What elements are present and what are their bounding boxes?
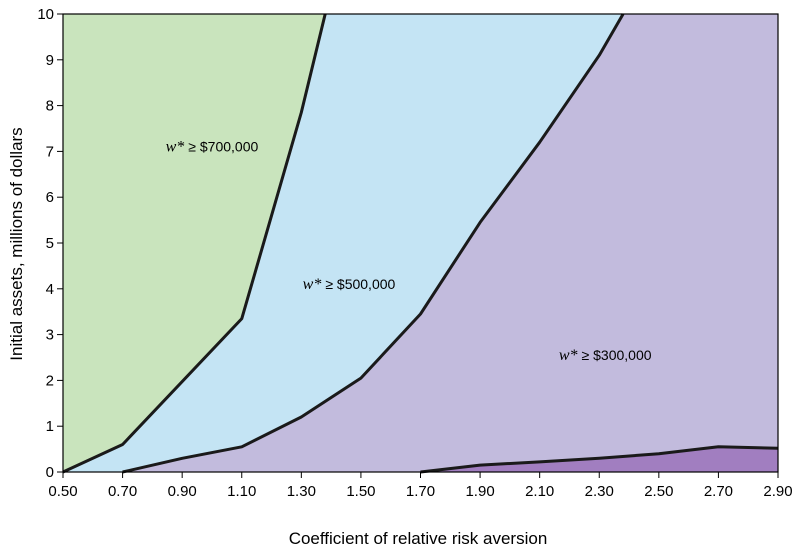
w-star-symbol: w* [559, 347, 582, 364]
boundary-300k [420, 445, 779, 474]
y-tick-label: 0 [46, 464, 54, 481]
x-tick-label: 1.30 [287, 483, 316, 500]
x-tick-label: 2.50 [644, 483, 673, 500]
threshold-value: ≥ $700,000 [188, 138, 258, 154]
x-tick-label: 1.90 [465, 483, 494, 500]
x-axis-title: Coefficient of relative risk aversion [289, 529, 548, 548]
w-star-symbol: w* [166, 138, 189, 155]
x-axis-ticks: 0.50 0.70 0.90 1.10 1.30 1.50 1.70 1.90 2.10 2.30… [48, 472, 793, 500]
y-tick-label: 4 [46, 281, 54, 298]
x-tick-label: 0.70 [108, 483, 137, 500]
threshold-value: ≥ $300,000 [582, 347, 652, 363]
x-tick-label: 0.90 [168, 483, 197, 500]
boundary-700k [62, 13, 327, 474]
y-axis-title: Initial assets, millions of dollars [7, 127, 26, 360]
x-tick-label: 2.10 [525, 483, 554, 500]
y-tick-label: 10 [37, 6, 54, 23]
region-700k [63, 14, 326, 472]
x-tick-label: 0.50 [48, 483, 77, 500]
x-tick-label: 1.50 [346, 483, 375, 500]
y-tick-label: 6 [46, 189, 54, 206]
x-tick-label: 1.10 [227, 483, 256, 500]
chart-boundary-lines [62, 13, 779, 474]
y-tick-label: 5 [46, 235, 54, 252]
y-tick-label: 7 [46, 143, 54, 160]
threshold-value: ≥ $500,000 [325, 276, 395, 292]
y-tick-label: 8 [46, 98, 54, 115]
x-tick-label: 1.70 [406, 483, 435, 500]
region-label: w* ≥ $300,000 [559, 347, 652, 364]
boundary-500k [122, 13, 625, 474]
region-label: w* ≥ $500,000 [303, 276, 396, 293]
y-tick-label: 9 [46, 52, 54, 69]
y-axis-ticks: 0 1 2 3 4 5 6 7 8 9 10 [37, 6, 63, 481]
y-tick-label: 2 [46, 372, 54, 389]
chart-regions [63, 14, 778, 472]
w-star-symbol: w* [303, 276, 326, 293]
y-tick-label: 1 [46, 418, 54, 435]
x-tick-label: 2.30 [585, 483, 614, 500]
y-tick-label: 3 [46, 327, 54, 344]
x-tick-label: 2.90 [763, 483, 792, 500]
x-tick-label: 2.70 [704, 483, 733, 500]
region-label: w* ≥ $700,000 [166, 138, 259, 155]
